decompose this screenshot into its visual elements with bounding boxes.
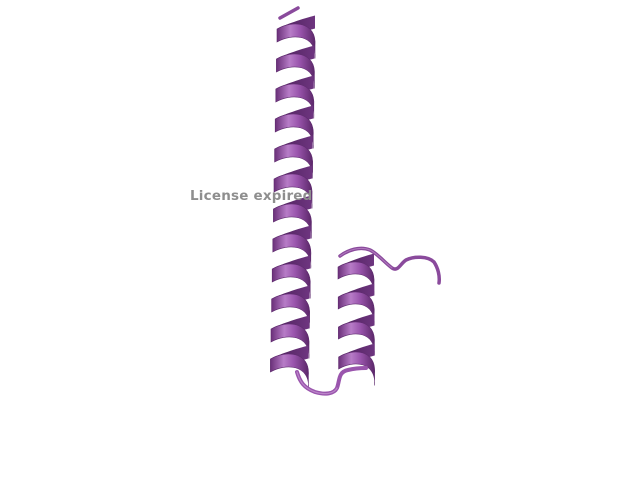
helix-front-strand: [273, 203, 312, 239]
helix-front-strand: [270, 323, 310, 359]
helix-front-strand: [276, 53, 315, 89]
helix-front-strand: [274, 113, 314, 149]
helix-front-strand: [271, 263, 311, 299]
helix-front-strand: [273, 173, 313, 209]
c-terminal-tail: [338, 246, 441, 285]
helix-front-strand: [275, 83, 315, 119]
n-terminal-tip: [278, 6, 300, 20]
helix-front-strand: [272, 233, 312, 269]
helix-front-strand: [274, 143, 313, 179]
helix-front-strand: [276, 23, 316, 59]
short-helix: [337, 253, 375, 386]
helix-front-strand: [271, 293, 310, 329]
connecting-loop: [295, 366, 368, 396]
long-helix: [270, 15, 316, 389]
helix-front-strand: [338, 351, 375, 386]
